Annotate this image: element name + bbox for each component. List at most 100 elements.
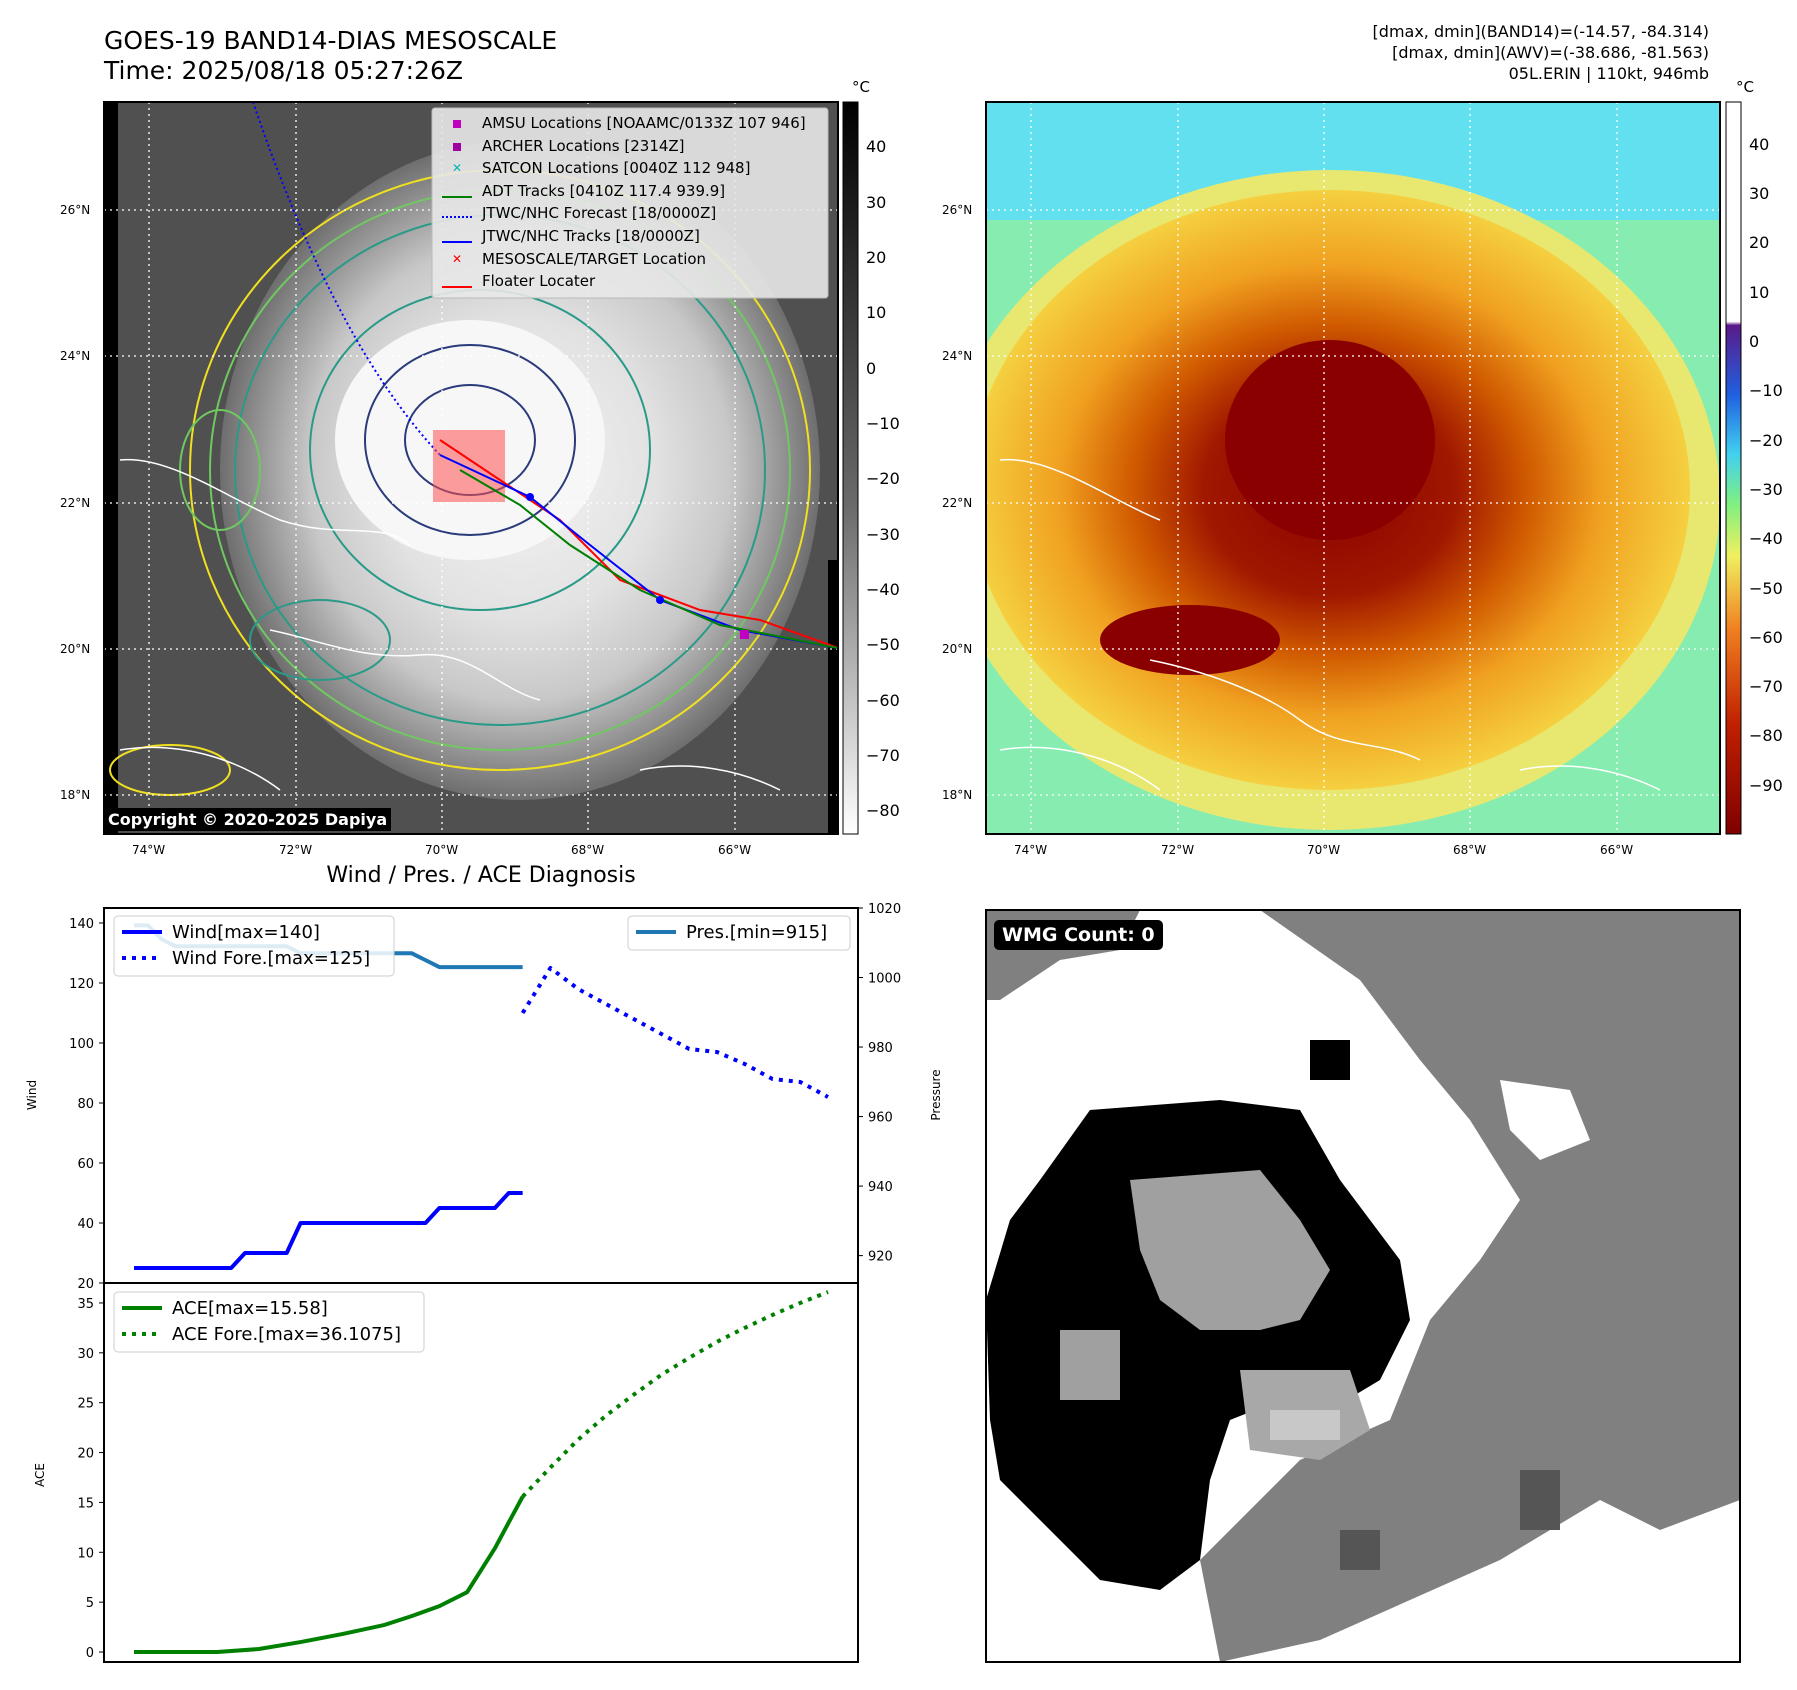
wind-y-tick-label: 120: [69, 977, 94, 992]
wv-map-panel: [985, 101, 1742, 835]
legend-marker-icon: [440, 180, 474, 203]
colorbar-tick-label: 0: [1749, 332, 1760, 352]
pressure-y-tick-label: 940: [868, 1180, 893, 1195]
lon-tick-label: 68°W: [1453, 843, 1487, 857]
legend-entry: JTWC/NHC Tracks [18/0000Z]: [440, 225, 830, 248]
pressure-y-tick-label: 960: [868, 1111, 893, 1126]
legend-entry: ✕ SATCON Locations [0040Z 112 948]: [440, 157, 830, 180]
legend-marker-icon: [440, 135, 474, 158]
chart-legend-box: [113, 915, 395, 977]
legend-label: JTWC/NHC Tracks [18/0000Z]: [482, 226, 700, 245]
colorbar-tick-label: −60: [1749, 627, 1783, 647]
ace-line: [134, 1495, 525, 1655]
legend-entry-label: Pres.[min=915]: [686, 922, 827, 943]
legend-entry: Floater Locater: [440, 270, 830, 293]
colorbar-tick-label: −20: [1749, 430, 1783, 450]
legend-entry-label: Wind Fore.[max=125]: [172, 948, 370, 969]
wind-y-tick-label: 60: [77, 1157, 94, 1172]
colorbar-tick-label: −30: [866, 524, 900, 544]
dmax-band14: [dmax, dmin](BAND14)=(-14.57, -84.314): [1372, 22, 1709, 41]
ace-y-tick-label: 0: [86, 1646, 94, 1661]
legend-entry: ✕ MESOSCALE/TARGET Location: [440, 248, 830, 271]
wind-y-tick-label: 40: [77, 1217, 94, 1232]
legend-label: MESOSCALE/TARGET Location: [482, 249, 707, 268]
colorbar-tick-label: −40: [1749, 529, 1783, 549]
wv-colorbar-unit: °C: [1736, 78, 1754, 96]
legend-entry: ADT Tracks [0410Z 117.4 939.9]: [440, 180, 830, 203]
legend-marker-icon: [440, 270, 474, 293]
colorbar-tick-label: −20: [866, 469, 900, 489]
colorbar-tick-label: 30: [1749, 184, 1770, 204]
pressure-y-tick-label: 1000: [868, 972, 901, 987]
wind-axis-label: Wind: [25, 1080, 39, 1110]
pressure-y-tick-label: 980: [868, 1041, 893, 1056]
colorbar-tick-label: 0: [866, 358, 877, 378]
legend-label: AMSU Locations [NOAAMC/0133Z 107 946]: [482, 114, 806, 132]
lon-tick-label: 72°W: [279, 843, 313, 857]
lat-tick-label: 22°N: [60, 496, 91, 510]
colorbar-tick-label: −10: [1749, 381, 1783, 401]
colorbar-tick-label: 10: [1749, 282, 1770, 302]
diagnosis-title: Wind / Pres. / ACE Diagnosis: [326, 863, 636, 888]
legend-marker-icon: [440, 112, 474, 135]
legend-label: JTWC/NHC Forecast [18/0000Z]: [482, 204, 717, 223]
legend-label: ARCHER Locations [2314Z]: [482, 136, 685, 155]
legend-entry-label: Wind[max=140]: [172, 922, 320, 943]
ace-y-tick-label: 5: [86, 1596, 94, 1611]
chart-legend-box: [627, 915, 851, 951]
ace-y-tick-label: 30: [77, 1347, 94, 1362]
lat-tick-label: 20°N: [942, 642, 973, 656]
wind-forecast-line: [520, 966, 829, 1099]
ir-colorbar-unit: °C: [852, 78, 870, 96]
lat-tick-label: 26°N: [60, 203, 91, 217]
ace-y-tick-label: 10: [77, 1546, 94, 1561]
legend-marker-icon: [440, 225, 474, 248]
lon-tick-label: 74°W: [1014, 843, 1048, 857]
lon-tick-label: 72°W: [1161, 843, 1195, 857]
legend-entry-label: ACE Fore.[max=36.1075]: [172, 1324, 401, 1345]
legend-label: ADT Tracks [0410Z 117.4 939.9]: [482, 181, 726, 200]
copyright-badge: Copyright © 2020-2025 Dapiya: [104, 808, 392, 831]
wind-y-tick-label: 100: [69, 1037, 94, 1052]
lat-tick-label: 18°N: [942, 788, 973, 802]
figure-title: GOES-19 BAND14-DIAS MESOSCALE: [104, 26, 558, 55]
ace-axis-label: ACE: [33, 1463, 47, 1487]
colorbar-tick-label: 40: [866, 137, 887, 157]
wind-y-tick-label: 20: [77, 1277, 94, 1292]
legend-entry: ARCHER Locations [2314Z]: [440, 135, 830, 158]
colorbar-tick-label: −50: [1749, 578, 1783, 598]
colorbar-tick-label: −30: [1749, 479, 1783, 499]
ir-legend: [431, 107, 829, 299]
colorbar-tick-label: −60: [866, 690, 900, 710]
lat-tick-label: 24°N: [60, 349, 91, 363]
lat-tick-label: 24°N: [942, 349, 973, 363]
legend-marker-icon: ✕: [451, 161, 463, 176]
colorbar-tick-label: 40: [1749, 134, 1770, 154]
lat-tick-label: 26°N: [942, 203, 973, 217]
colorbar-tick-label: −90: [1749, 775, 1783, 795]
pressure-axis-label: Pressure: [929, 1069, 943, 1120]
ir-map-panel: [103, 101, 859, 835]
colorbar-tick-label: 10: [866, 303, 887, 323]
colorbar-tick-label: −80: [1749, 726, 1783, 746]
lat-tick-label: 22°N: [942, 496, 973, 510]
ace-forecast-line: [521, 1290, 829, 1499]
ace-y-tick-label: 25: [77, 1397, 94, 1412]
dmax-awv: [dmax, dmin](AWV)=(-38.686, -81.563): [1392, 43, 1709, 62]
figure-time: Time: 2025/08/18 05:27:26Z: [104, 56, 463, 85]
lon-tick-label: 66°W: [718, 843, 752, 857]
pressure-y-tick-label: 1020: [868, 902, 901, 917]
wind-y-tick-label: 80: [77, 1097, 94, 1112]
colorbar-tick-label: −80: [866, 801, 900, 821]
legend-entry: JTWC/NHC Forecast [18/0000Z]: [440, 202, 830, 225]
storm-info: 05L.ERIN | 110kt, 946mb: [1508, 64, 1709, 83]
colorbar-tick-label: 20: [1749, 233, 1770, 253]
ace-y-tick-label: 20: [77, 1447, 94, 1462]
legend-marker-icon: [440, 202, 474, 225]
lat-tick-label: 18°N: [60, 788, 91, 802]
wind-line: [134, 1191, 523, 1270]
ace-axes-frame: [103, 1282, 859, 1663]
colorbar-tick-label: 30: [866, 192, 887, 212]
legend-label: SATCON Locations [0040Z 112 948]: [482, 159, 751, 178]
